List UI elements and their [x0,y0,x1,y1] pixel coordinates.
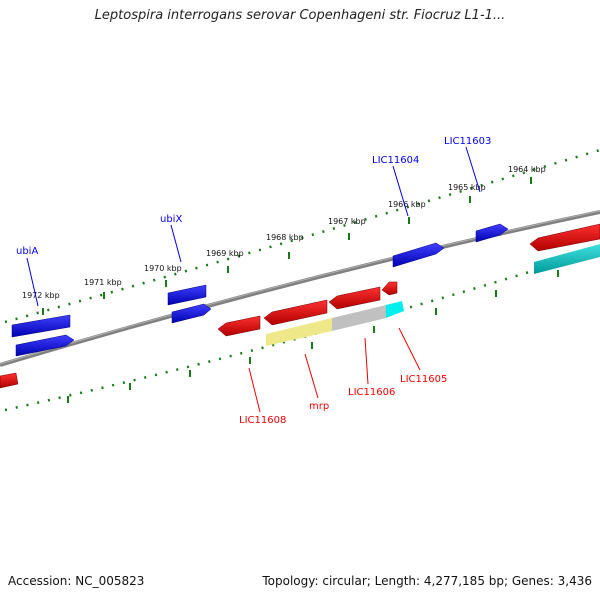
feature-cyan-right[interactable] [534,244,600,274]
gene-left-partial[interactable] [0,372,19,389]
scale-label-1971: 1971 kbp [84,278,122,287]
gene-right-red[interactable] [529,223,600,252]
scale-label-1968: 1968 kbp [266,233,304,242]
label-ubiA: ubiA [16,246,38,257]
genome-title: Leptospira interrogans serovar Copenhage… [94,8,506,23]
gene-ubiX-b[interactable] [171,303,212,324]
gene-LIC11606[interactable] [328,286,381,310]
gene-ubiX-a[interactable] [167,284,207,306]
accession-text: Accession: NC_005823 [8,574,145,588]
feature-grey[interactable] [332,305,386,331]
scale-major-ticks [42,177,559,403]
gene-ubiA-b[interactable] [15,334,75,357]
feature-tracks[interactable] [266,244,600,346]
label-LIC11608: LIC11608 [239,415,286,426]
gene-LIC11604[interactable] [392,242,445,268]
feature-yellow[interactable] [266,318,332,346]
gene-LIC11603[interactable] [475,223,509,243]
label-LIC11606: LIC11606 [348,387,395,398]
reverse-genes[interactable] [0,223,600,389]
label-LIC11604: LIC11604 [372,155,419,166]
label-LIC11603: LIC11603 [444,136,491,147]
genome-summary-text: Topology: circular; Length: 4,277,185 bp… [262,574,592,588]
label-connectors [26,146,481,413]
reverse-scale-ring [4,248,600,412]
scale-label-1966: 1966 kbp [388,200,426,209]
label-ubiX: ubiX [160,214,182,225]
gene-LIC11608[interactable] [217,315,261,337]
scale-labels: 1972 kbp 1971 kbp 1970 kbp 1969 kbp 1968… [22,165,546,300]
genome-backbone [0,210,600,367]
scale-label-1969: 1969 kbp [206,249,244,258]
gene-mrp[interactable] [263,299,328,326]
scale-label-1972: 1972 kbp [22,291,60,300]
gene-ubiA-a[interactable] [11,314,71,338]
scale-label-1964: 1964 kbp [508,165,546,174]
forward-genes[interactable] [11,223,509,357]
label-LIC11605: LIC11605 [400,374,447,385]
feature-cyan-small[interactable] [386,301,404,318]
gene-LIC11605[interactable] [381,281,398,296]
label-mrp: mrp [309,401,329,412]
scale-label-1967: 1967 kbp [328,217,366,226]
gene-labels: ubiA ubiX LIC11604 LIC11603 LIC11608 mrp… [16,136,491,426]
genome-backbone-highlight [0,210,600,365]
scale-label-1970: 1970 kbp [144,264,182,273]
scale-label-1965: 1965 kbp [448,183,486,192]
